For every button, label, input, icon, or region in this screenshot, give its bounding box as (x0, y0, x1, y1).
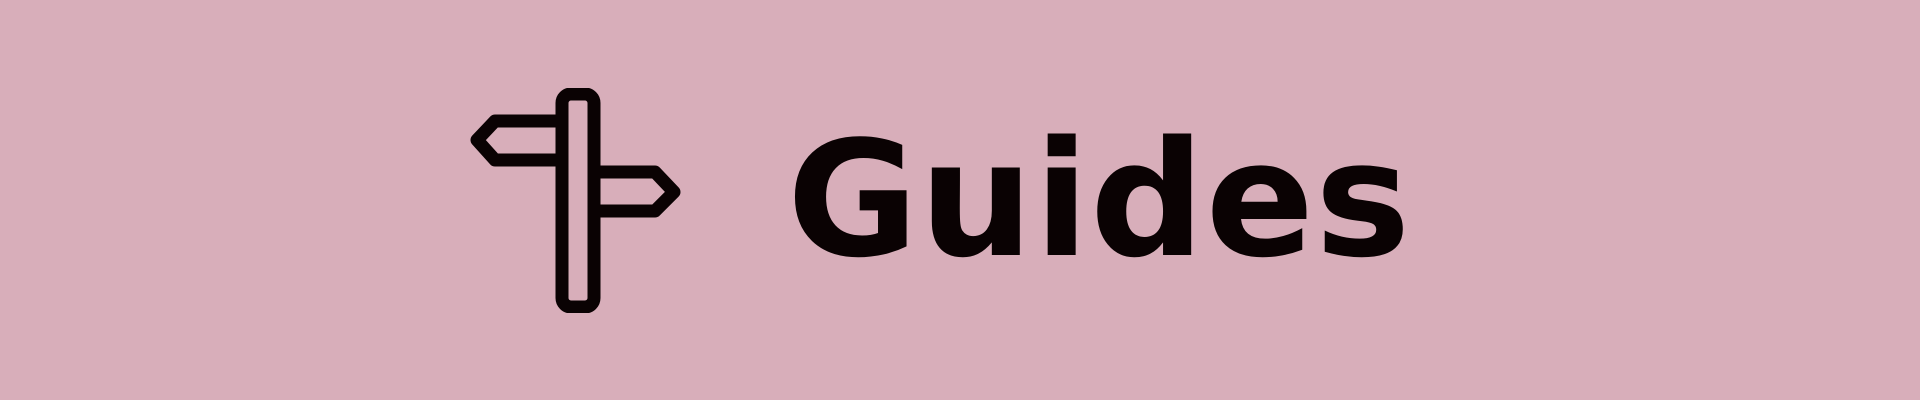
signpost-icon (462, 87, 688, 314)
page-title: Guides (787, 106, 1412, 293)
